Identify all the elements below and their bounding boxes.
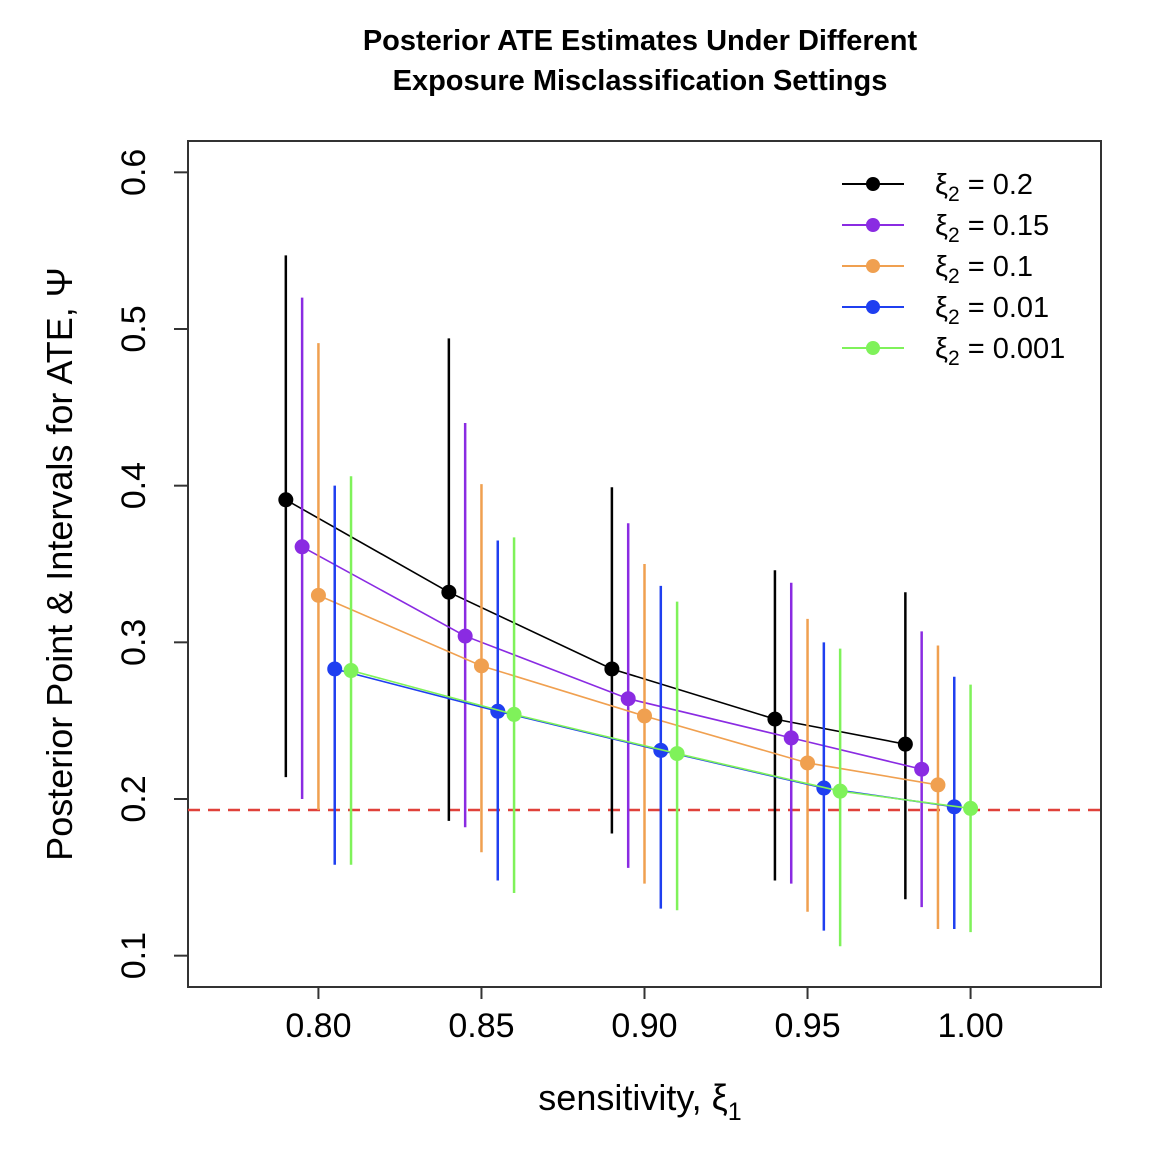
y-tick-label: 0.5 [115, 305, 153, 352]
data-point [914, 761, 930, 777]
y-axis-label: Posterior Point & Intervals for ATE, Ψ [39, 267, 80, 861]
legend: ξ2 = 0.2 ξ2 = 0.15 ξ2 = 0.1 ξ2 = 0.01 ξ2 = 0… [842, 169, 1065, 370]
data-point [278, 492, 294, 508]
data-point [669, 746, 685, 762]
data-point [930, 777, 946, 793]
legend-marker [866, 177, 880, 191]
data-point [767, 711, 783, 727]
data-point [637, 708, 652, 724]
series-4 [343, 476, 979, 947]
x-axis: 0.80 0.85 0.90 0.95 1.00 [285, 986, 1004, 1045]
data-point [327, 661, 343, 677]
legend-marker [866, 341, 880, 355]
plot-area [187, 140, 1102, 988]
y-tick-label: 0.6 [115, 149, 153, 196]
data-point [897, 736, 913, 752]
x-tick-label: 1.00 [937, 1007, 1003, 1045]
legend-entry-3: ξ2 = 0.01 [842, 292, 1049, 329]
data-point [294, 539, 310, 555]
y-tick-label: 0.4 [115, 462, 153, 509]
data-point [506, 706, 522, 722]
x-tick-label: 0.85 [448, 1007, 514, 1045]
y-tick-label: 0.1 [115, 932, 153, 979]
data-point [620, 691, 636, 707]
series-2 [310, 343, 946, 930]
legend-marker [866, 300, 880, 314]
legend-entry-1: ξ2 = 0.15 [842, 210, 1049, 247]
x-tick-label: 0.80 [285, 1007, 351, 1045]
data-point [490, 703, 506, 719]
data-point [457, 628, 473, 644]
data-point [963, 800, 979, 816]
series-0 [278, 255, 913, 900]
legend-label: ξ2 = 0.15 [935, 210, 1049, 247]
y-tick-label: 0.2 [115, 775, 153, 822]
chart-title-line-2: Exposure Misclassification Settings [393, 65, 888, 97]
series-1 [294, 297, 930, 908]
legend-marker [866, 259, 880, 273]
data-point [310, 587, 326, 603]
x-tick-label: 0.90 [611, 1007, 677, 1045]
data-point [832, 783, 848, 799]
y-tick-label: 0.3 [115, 619, 153, 666]
chart-title: Posterior ATE Estimates Under Different … [363, 25, 918, 97]
data-point [343, 663, 359, 679]
legend-entry-0: ξ2 = 0.2 [842, 169, 1033, 206]
y-axis: 0.1 0.2 0.3 0.4 0.5 0.6 [115, 149, 188, 979]
chart-title-line-1: Posterior ATE Estimates Under Different [363, 25, 918, 57]
data-point [441, 584, 457, 600]
data-point [473, 658, 489, 674]
data-point [604, 661, 620, 677]
x-axis-label: sensitivity, ξ1 [538, 1077, 741, 1126]
data-point [800, 755, 816, 771]
legend-label: ξ2 = 0.01 [935, 292, 1049, 329]
legend-label: ξ2 = 0.2 [935, 169, 1033, 206]
legend-marker [866, 218, 880, 232]
legend-entry-2: ξ2 = 0.1 [842, 251, 1033, 288]
legend-entry-4: ξ2 = 0.001 [842, 333, 1065, 370]
legend-label: ξ2 = 0.1 [935, 251, 1033, 288]
data-point [783, 730, 799, 746]
legend-label: ξ2 = 0.001 [935, 333, 1065, 370]
x-tick-label: 0.95 [774, 1007, 840, 1045]
